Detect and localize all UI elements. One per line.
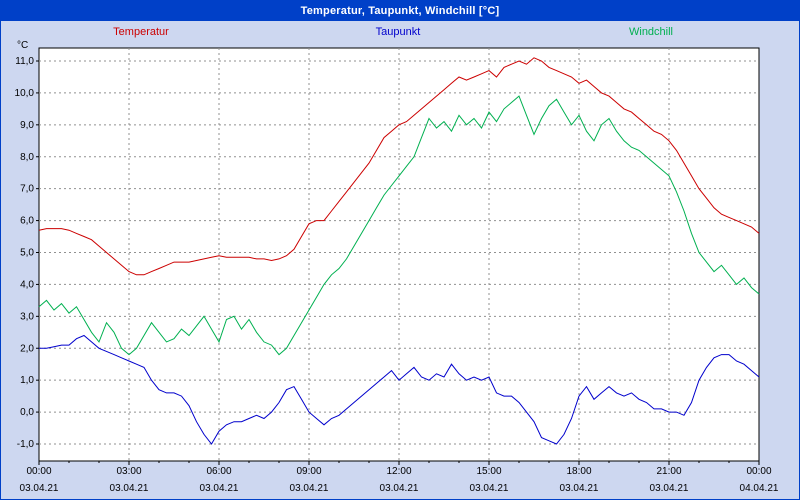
- x-tick-time-label: 03:00: [116, 466, 141, 477]
- y-tick-label: -1,0: [17, 439, 35, 450]
- y-tick-label: 0,0: [20, 407, 34, 418]
- y-tick-label: 2,0: [20, 343, 34, 354]
- x-tick-time-label: 06:00: [206, 466, 231, 477]
- y-tick-label: 11,0: [15, 56, 34, 67]
- y-tick-label: 4,0: [20, 279, 34, 290]
- x-tick-date-label: 03.04.21: [380, 483, 419, 494]
- x-tick-time-label: 00:00: [746, 466, 771, 477]
- x-tick-date-label: 03.04.21: [470, 483, 509, 494]
- legend-windchill: Windchill: [628, 26, 674, 38]
- x-tick-date-label: 03.04.21: [290, 483, 329, 494]
- x-tick-time-label: 15:00: [476, 466, 501, 477]
- x-tick-date-label: 03.04.21: [560, 483, 599, 494]
- y-tick-label: 9,0: [20, 120, 34, 131]
- x-tick-time-label: 00:00: [26, 466, 51, 477]
- y-axis-unit-label: °C: [17, 40, 29, 51]
- y-tick-label: 5,0: [20, 248, 34, 259]
- y-tick-label: 6,0: [20, 216, 34, 227]
- series-line-taupunkt: [39, 334, 760, 445]
- series-line-windchill: [38, 95, 760, 356]
- x-tick-date-label: 03.04.21: [20, 483, 59, 494]
- y-tick-label: 8,0: [20, 152, 34, 163]
- x-tick-date-label: 03.04.21: [200, 483, 239, 494]
- legend-temperatur: Temperatur: [113, 26, 169, 38]
- window-title: Temperatur, Taupunkt, Windchill [°C]: [1, 1, 799, 21]
- y-tick-label: 10,0: [15, 88, 35, 99]
- y-tick-label: 7,0: [20, 184, 34, 195]
- x-tick-time-label: 21:00: [656, 466, 681, 477]
- x-tick-date-label: 03.04.21: [650, 483, 689, 494]
- y-tick-label: 1,0: [20, 375, 34, 386]
- x-tick-date-label: 03.04.21: [110, 483, 149, 494]
- y-tick-label: 3,0: [20, 311, 34, 322]
- x-tick-time-label: 12:00: [386, 466, 411, 477]
- x-tick-time-label: 18:00: [566, 466, 591, 477]
- x-tick-date-label: 04.04.21: [740, 483, 779, 494]
- series-line-temperatur: [38, 57, 760, 276]
- x-tick-time-label: 09:00: [296, 466, 321, 477]
- legend-taupunkt: Taupunkt: [375, 26, 421, 38]
